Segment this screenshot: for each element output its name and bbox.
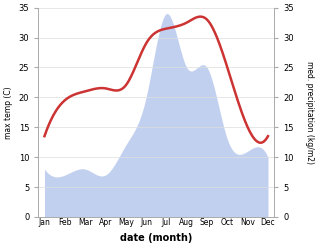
X-axis label: date (month): date (month) xyxy=(120,233,192,243)
Y-axis label: med. precipitation (kg/m2): med. precipitation (kg/m2) xyxy=(305,61,314,164)
Y-axis label: max temp (C): max temp (C) xyxy=(4,86,13,139)
